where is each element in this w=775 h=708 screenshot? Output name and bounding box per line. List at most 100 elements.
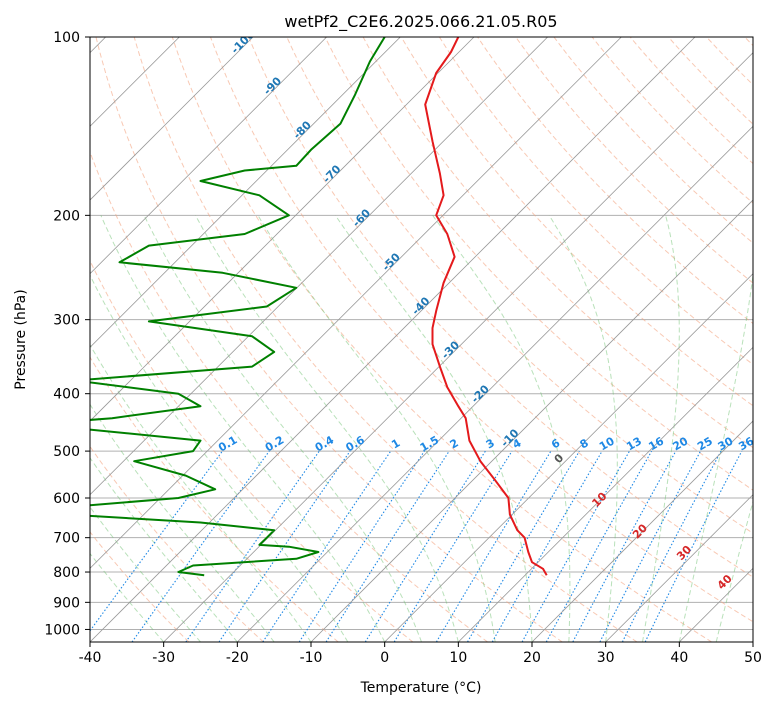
moist-adiabat	[334, 215, 533, 642]
x-tick-label: 20	[523, 650, 541, 666]
x-tick-label: 0	[380, 650, 389, 666]
mixing-ratio-line	[393, 450, 513, 642]
isotherm-line	[90, 37, 622, 569]
mixing-ratio-line	[644, 450, 743, 642]
mixing-ratio-line	[185, 450, 320, 642]
series-layer	[90, 37, 548, 577]
y-tick-label: 700	[53, 531, 80, 547]
dewpoint-line	[90, 37, 386, 577]
dry-adiabat	[324, 37, 753, 491]
isotherm-line	[679, 567, 753, 642]
dry-adiabat	[438, 37, 753, 366]
isotherm-line	[310, 199, 753, 642]
dry-adiabat	[90, 531, 190, 642]
plot-area: -100-90-80-70-60-50-40-30-20-100.1 0.2 0.4…	[90, 28, 756, 642]
dry-adiabat	[248, 37, 753, 578]
dry-adiabat	[210, 37, 753, 623]
isotherm-line	[90, 37, 548, 496]
mixing-ratio-line	[545, 450, 653, 642]
x-axis: -40 -30 -20 -10 0 10 20 30 40 50	[79, 642, 762, 666]
isotherm-line	[384, 273, 753, 642]
dry-adiabat	[744, 37, 753, 47]
isotherm-line	[90, 37, 327, 275]
dry-adiabat-label: 20	[630, 521, 650, 541]
mixing-ratio-line	[521, 450, 630, 642]
mixing-ratio-label: 8	[578, 436, 591, 451]
dry-adiabat-label: 30	[674, 543, 694, 563]
dry-adiabat	[90, 445, 264, 642]
moist-adiabat	[257, 215, 496, 642]
dry-adiabat-label: 0	[552, 451, 567, 466]
mixing-ratio-line	[131, 450, 270, 642]
dry-adiabat-label: 10	[589, 490, 609, 510]
dry-adiabat	[591, 37, 753, 204]
isotherm-label: -20	[469, 382, 492, 405]
mixing-ratio-label: 36	[736, 434, 756, 453]
isotherm-line	[458, 346, 753, 642]
y-tick-label: 600	[53, 491, 80, 507]
line-labels: -100-90-80-70-60-50-40-30-20-100.1 0.2 0.4…	[216, 28, 756, 592]
dry-adiabat	[286, 37, 753, 534]
isotherm-line	[90, 37, 696, 642]
x-axis-title: Temperature (°C)	[360, 680, 482, 696]
isotherm-label: -70	[320, 162, 343, 185]
moist-adiabat	[195, 215, 459, 642]
mixing-ratio-line	[218, 450, 351, 642]
y-axis-title: Pressure (hPa)	[13, 289, 29, 389]
mixing-ratio-line	[90, 450, 223, 632]
mixing-ratio-line	[599, 450, 701, 642]
dry-adiabat	[515, 37, 753, 284]
x-tick-label: -40	[79, 650, 102, 666]
mixing-ratio-line	[621, 450, 722, 642]
x-tick-label: 30	[597, 650, 615, 666]
mixing-ratio-label: 1	[389, 436, 402, 451]
moist-adiabat	[143, 215, 422, 642]
isotherm-label: -30	[439, 338, 462, 361]
dry-adiabat	[553, 37, 753, 244]
chart-title: wetPf2_C2E6.2025.066.21.05.R05	[284, 12, 557, 32]
x-tick-label: 10	[449, 650, 467, 666]
mixing-ratio-line	[491, 450, 603, 642]
y-tick-label: 900	[53, 595, 80, 611]
mixing-ratio-line	[572, 450, 677, 642]
mixing-ratio-label: 25	[695, 434, 715, 453]
dry-adiabat	[706, 37, 753, 86]
x-tick-label: 40	[670, 650, 688, 666]
moist-adiabat	[90, 552, 165, 642]
mixing-ratio-label: 4	[510, 436, 523, 451]
temperature-line	[424, 37, 548, 576]
isotherm-line	[531, 420, 753, 642]
y-tick-label: 500	[53, 444, 80, 460]
moist-adiabat	[90, 456, 238, 642]
x-tick-label: -30	[152, 650, 175, 666]
mixing-ratio-label: 30	[716, 434, 736, 453]
y-tick-label: 1000	[44, 622, 80, 638]
plot-frame	[89, 36, 754, 643]
mixing-ratio-label: 2	[448, 436, 461, 451]
mixing-ratio-line	[364, 450, 486, 642]
moist-adiabat	[548, 215, 618, 642]
isotherm-line	[237, 125, 753, 642]
dry-adiabat	[133, 37, 638, 642]
mixing-ratio-label: 13	[624, 434, 644, 453]
isotherm-line	[90, 37, 254, 201]
moist-adiabat	[90, 506, 201, 642]
mixing-ratio-line	[298, 450, 425, 642]
dry-adiabat	[90, 259, 414, 642]
y-tick-label: 200	[53, 208, 80, 224]
moist-adiabat	[90, 403, 275, 642]
isotherm-line	[90, 37, 475, 422]
moist-adiabat	[90, 343, 312, 642]
isotherm-label: -60	[350, 206, 373, 229]
y-tick-label: 400	[53, 387, 80, 403]
x-tick-label: -20	[226, 650, 249, 666]
isotherm-label: -100	[229, 28, 258, 57]
moist-adiabat	[90, 274, 349, 642]
dry-adiabat	[400, 37, 753, 407]
moist-adiabat	[642, 215, 680, 642]
isotherm-line	[605, 494, 753, 642]
mixing-ratio-label: 10	[597, 434, 617, 453]
y-tick-label: 300	[53, 313, 80, 329]
background-lines	[90, 37, 753, 642]
